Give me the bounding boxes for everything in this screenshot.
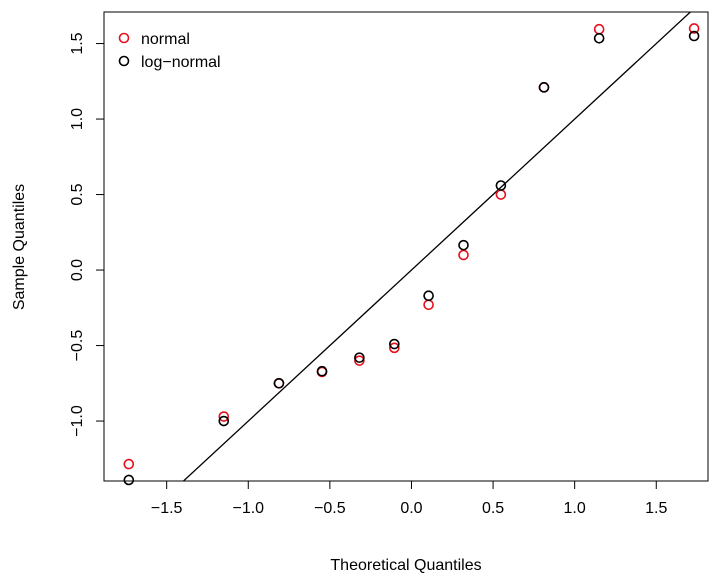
point [593, 32, 605, 44]
y-tick-label: 1.0 [69, 108, 86, 130]
point [316, 365, 328, 377]
point [593, 23, 605, 35]
x-tick-label: 0.0 [400, 500, 422, 517]
reference-line [182, 12, 692, 481]
y-axis-title: Sample Quantiles [11, 184, 28, 310]
point [354, 352, 365, 363]
point [688, 30, 700, 42]
x-tick-label: 1.5 [645, 500, 667, 517]
y-tick-label: 0.0 [69, 259, 86, 281]
point [495, 189, 507, 200]
x-tick-label: −0.5 [314, 500, 346, 517]
legend-label: log−normal [141, 54, 221, 71]
point [123, 458, 135, 470]
point [389, 338, 400, 350]
point [458, 239, 469, 251]
point [688, 23, 700, 34]
x-axis-title: Theoretical Quantiles [330, 557, 481, 574]
y-tick-label: 1.5 [69, 32, 86, 54]
point [389, 342, 400, 354]
y-tick-label: −1.0 [69, 405, 86, 437]
y-tick-label: −0.5 [69, 330, 86, 362]
point [273, 378, 285, 389]
legend-label: normal [141, 31, 190, 48]
point [458, 249, 469, 261]
point [218, 415, 230, 427]
x-tick-label: 1.0 [564, 500, 586, 517]
point [423, 290, 434, 302]
point [495, 180, 507, 191]
point [538, 82, 550, 93]
x-tick-label: 0.5 [482, 500, 504, 517]
y-tick-label: 0.5 [69, 183, 86, 205]
point [218, 411, 230, 422]
legend-symbol [118, 55, 130, 67]
point [354, 355, 365, 366]
point [423, 299, 434, 311]
x-tick-label: −1.0 [232, 500, 264, 517]
legend-symbol [118, 32, 130, 44]
x-tick-label: −1.5 [151, 500, 183, 517]
point [123, 474, 135, 486]
plot-frame [103, 11, 709, 482]
